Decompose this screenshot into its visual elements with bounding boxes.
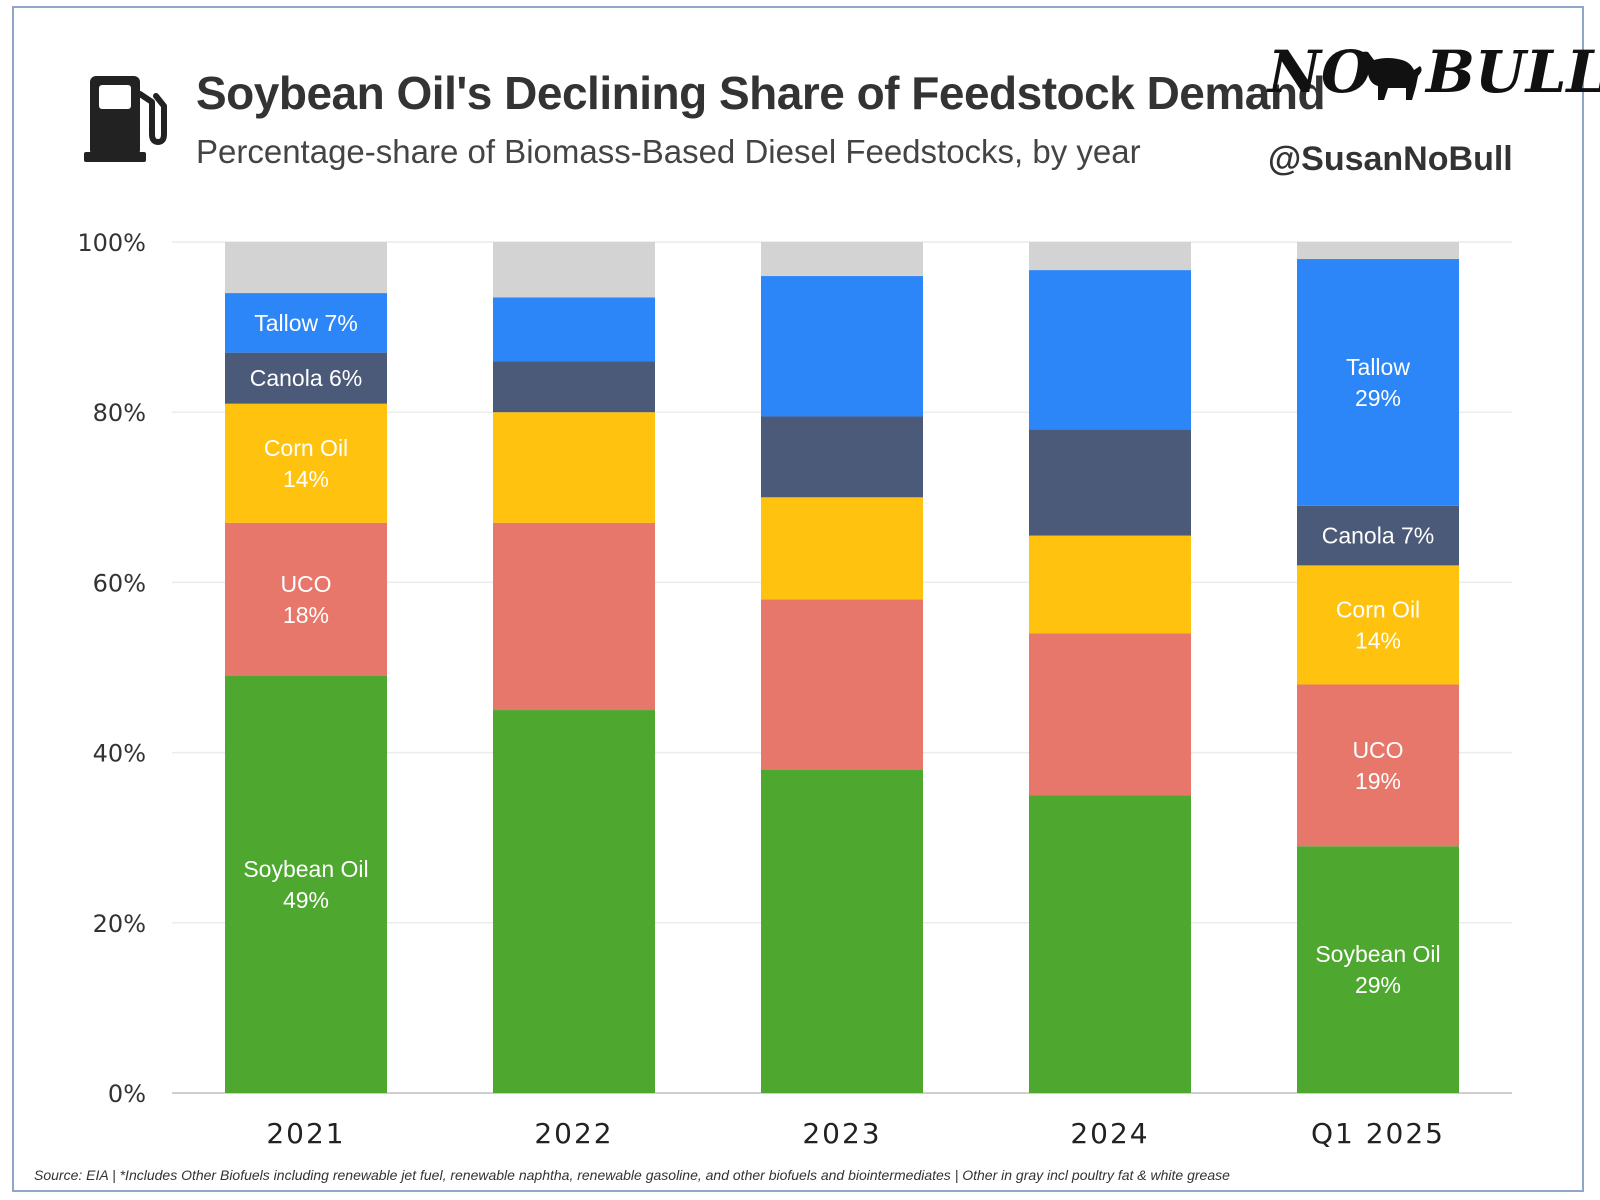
bar-segment-soy bbox=[761, 769, 923, 1093]
bar-segment-other bbox=[225, 242, 387, 294]
y-axis: 0% 20% 40% 60% 80% 100% bbox=[77, 229, 146, 1108]
bar-segment-corn bbox=[493, 412, 655, 523]
brand-logo: NO BULL bbox=[1268, 38, 1600, 118]
data-label: 29% bbox=[1355, 385, 1401, 411]
bar-segment-uco bbox=[1029, 633, 1191, 796]
bar-segment-uco bbox=[493, 522, 655, 711]
source-note: Source: EIA | *Includes Other Biofuels i… bbox=[34, 1167, 1230, 1183]
data-label: Corn Oil bbox=[264, 435, 348, 461]
x-tick-label: Q1 2025 bbox=[1311, 1117, 1445, 1150]
bars bbox=[225, 242, 1459, 1093]
y-tick-label: 100% bbox=[77, 229, 146, 257]
chart-subtitle: Percentage-share of Biomass-Based Diesel… bbox=[196, 133, 1141, 170]
bar-segment-other bbox=[493, 242, 655, 298]
data-label: UCO bbox=[280, 571, 331, 597]
bull-icon bbox=[1358, 51, 1422, 100]
data-label: Tallow bbox=[1346, 354, 1410, 380]
data-label: Soybean Oil bbox=[1315, 941, 1440, 967]
bar-segment-tallow bbox=[225, 293, 387, 353]
fuel-pump-icon bbox=[84, 76, 167, 162]
y-tick-label: 40% bbox=[93, 740, 146, 768]
data-label: 18% bbox=[283, 602, 329, 628]
author-handle: @SusanNoBull bbox=[1268, 140, 1513, 178]
data-label: 29% bbox=[1355, 972, 1401, 998]
bar-segment-canola bbox=[1297, 505, 1459, 566]
bar-segment-canola bbox=[761, 416, 923, 498]
bar-segment-uco bbox=[225, 522, 387, 677]
y-tick-label: 0% bbox=[108, 1080, 146, 1108]
x-tick-label: 2023 bbox=[802, 1117, 881, 1150]
bar-segment-soy bbox=[1297, 846, 1459, 1093]
segment-labels: Soybean Oil 49% UCO 18% Corn Oil 14% Canola 6%… bbox=[243, 310, 1440, 998]
bar-segment-soy bbox=[225, 676, 387, 1093]
data-label: Tallow 7% bbox=[254, 310, 358, 336]
data-label: 19% bbox=[1355, 768, 1401, 794]
bar-segment-tallow bbox=[493, 297, 655, 362]
data-label: Soybean Oil bbox=[243, 856, 368, 882]
x-tick-label: 2022 bbox=[534, 1117, 613, 1150]
bar-segment-uco bbox=[1297, 684, 1459, 847]
bar-segment-corn bbox=[761, 497, 923, 600]
data-label: 49% bbox=[283, 887, 329, 913]
data-label: 14% bbox=[283, 466, 329, 492]
bar-segment-soy bbox=[493, 710, 655, 1093]
data-label: UCO bbox=[1352, 737, 1403, 763]
bar-segment-corn bbox=[1297, 565, 1459, 685]
y-tick-label: 60% bbox=[93, 569, 146, 597]
x-tick-label: 2021 bbox=[266, 1117, 345, 1150]
bar-segment-corn bbox=[1029, 535, 1191, 634]
bar-segment-tallow bbox=[1297, 259, 1459, 506]
bar-segment-other bbox=[761, 242, 923, 277]
data-label: Canola 6% bbox=[250, 365, 363, 391]
bar-segment-tallow bbox=[761, 276, 923, 417]
bar-segment-canola bbox=[1029, 429, 1191, 536]
data-label: Canola 7% bbox=[1322, 523, 1435, 549]
bar-segment-corn bbox=[225, 403, 387, 523]
data-label: Corn Oil bbox=[1336, 596, 1420, 622]
x-axis: 2021 2022 2023 2024 Q1 2025 bbox=[266, 1117, 1445, 1150]
bar-segment-other bbox=[1029, 242, 1191, 271]
bar-segment-canola bbox=[493, 361, 655, 413]
brand-logo-right: BULL bbox=[1426, 38, 1600, 106]
chart-title: Soybean Oil's Declining Share of Feedsto… bbox=[196, 67, 1326, 119]
x-tick-label: 2024 bbox=[1070, 1117, 1149, 1150]
bar-segment-canola bbox=[225, 352, 387, 404]
bar-segment-tallow bbox=[1029, 270, 1191, 430]
y-tick-label: 20% bbox=[93, 910, 146, 938]
brand-logo-left: NO bbox=[1268, 38, 1372, 106]
bar-segment-soy bbox=[1029, 795, 1191, 1093]
bar-segment-uco bbox=[761, 599, 923, 770]
y-tick-label: 80% bbox=[93, 399, 146, 427]
bar-segment-other bbox=[1297, 242, 1459, 260]
data-label: 14% bbox=[1355, 627, 1401, 653]
